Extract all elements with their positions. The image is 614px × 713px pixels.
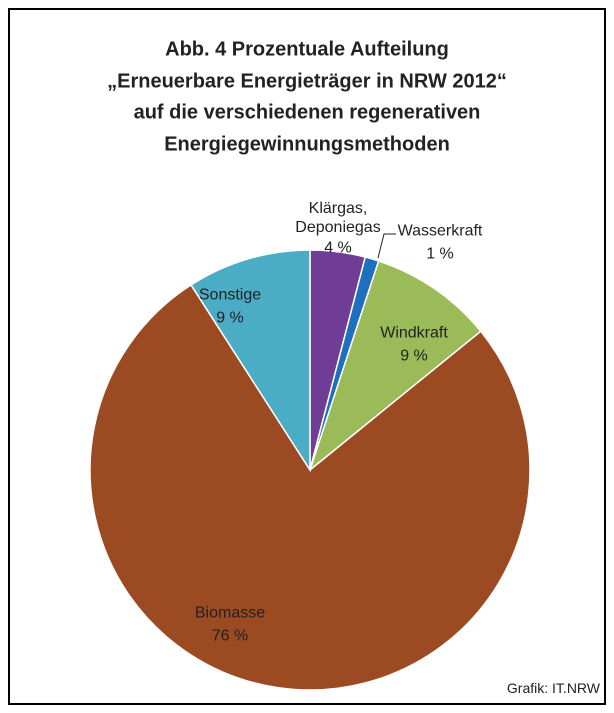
chart-title: auf die verschiedenen regenerativen xyxy=(133,101,481,124)
value-label: 1 % xyxy=(426,245,454,263)
pie-slice xyxy=(308,260,482,473)
slice-label: Klärgas, Deponiegas xyxy=(295,200,381,236)
leader-line xyxy=(377,233,396,259)
source: Grafik: IT.NRW xyxy=(506,680,600,696)
slice-label: Wasserkraft xyxy=(397,222,483,240)
slice-label: Biomasse xyxy=(194,604,266,622)
chart-title: Abb. 4 Prozentuale Aufteilung xyxy=(165,38,449,61)
chart-title: Energiegewinnungsmethoden xyxy=(164,133,450,156)
slice-label: Sonstige xyxy=(198,286,262,304)
pie-slice xyxy=(190,249,311,473)
value-label: 9 % xyxy=(216,309,244,327)
slice-label: Windkraft xyxy=(380,324,448,342)
value-label: 4 % xyxy=(324,239,352,257)
value-label: 76 % xyxy=(211,627,249,645)
pie-slice xyxy=(89,283,531,691)
chart-title: „Erneuerbare Energieträger in NRW 2012“ xyxy=(107,70,507,93)
value-label: 9 % xyxy=(400,347,428,365)
